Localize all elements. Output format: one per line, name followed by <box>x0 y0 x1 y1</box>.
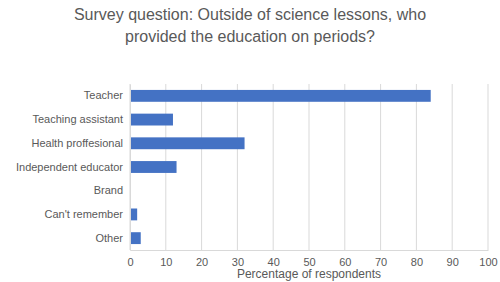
bar <box>130 137 245 149</box>
x-tick-label: 0 <box>127 256 133 268</box>
grid <box>130 84 488 250</box>
bar <box>130 114 173 126</box>
x-tick: 60 <box>339 250 351 268</box>
x-tick-label: 30 <box>232 256 244 268</box>
x-tick-label: 60 <box>339 256 351 268</box>
grid-line <box>130 84 131 250</box>
bar <box>130 90 431 102</box>
bar <box>130 232 141 244</box>
y-tick-label: Other <box>95 232 123 244</box>
x-tick-label: 10 <box>160 256 172 268</box>
x-tick: 100 <box>479 250 497 268</box>
x-tick-label: 100 <box>479 256 497 268</box>
y-tick: Can't remember <box>44 208 130 220</box>
grid-line <box>309 84 310 250</box>
x-tick-label: 50 <box>303 256 315 268</box>
y-axis: Teacher Teaching assistant Health proffesi… <box>16 85 131 251</box>
title: Survey question: Outside of science less… <box>74 6 426 45</box>
x-tick: 30 <box>232 250 244 268</box>
y-axis-line <box>130 85 131 251</box>
x-tick-label: 70 <box>375 256 387 268</box>
y-tick-label: Brand <box>94 184 123 196</box>
y-tick-label: Teacher <box>84 89 123 101</box>
x-axis-title: Percentage of respondents <box>237 267 381 281</box>
y-tick-label: Health proffesional <box>31 137 123 149</box>
grid-line <box>452 84 453 250</box>
chart: 0 10 20 30 40 50 60 70 80 90 100 Teacher Teaching as… <box>0 0 500 282</box>
y-tick-label: Teaching assistant <box>33 113 124 125</box>
grid-line <box>201 84 202 250</box>
x-axis-line <box>131 250 489 251</box>
grid-line <box>380 84 381 250</box>
x-tick: 40 <box>268 250 280 268</box>
x-tick-label: 40 <box>268 256 280 268</box>
grid-line <box>273 84 274 250</box>
x-tick: 90 <box>447 250 459 268</box>
bar <box>130 161 177 173</box>
grid-line <box>237 84 238 250</box>
y-tick: Teacher <box>84 89 130 101</box>
x-tick: 70 <box>375 250 387 268</box>
y-tick: Teaching assistant <box>33 113 131 125</box>
grid-line <box>344 84 345 250</box>
bar <box>130 209 137 221</box>
y-tick: Brand <box>94 184 130 196</box>
y-tick: Independent educator <box>16 161 130 173</box>
x-tick: 20 <box>196 250 208 268</box>
x-axis: 0 10 20 30 40 50 60 70 80 90 100 <box>127 250 497 268</box>
x-tick: 10 <box>160 250 172 268</box>
plot-area: 0 10 20 30 40 50 60 70 80 90 100 Teacher Teaching as… <box>16 84 498 268</box>
x-tick-label: 80 <box>411 256 423 268</box>
y-tick-label: Independent educator <box>16 161 123 173</box>
y-tick-label: Can't remember <box>44 208 123 220</box>
grid-line <box>488 84 489 250</box>
x-tick: 0 <box>127 250 133 268</box>
y-tick: Health proffesional <box>31 137 130 149</box>
x-tick-label: 20 <box>196 256 208 268</box>
y-tick: Other <box>95 232 130 244</box>
bars <box>130 90 431 244</box>
x-tick: 50 <box>303 250 315 268</box>
x-tick: 80 <box>411 250 423 268</box>
x-tick-label: 90 <box>447 256 459 268</box>
grid-line <box>416 84 417 250</box>
